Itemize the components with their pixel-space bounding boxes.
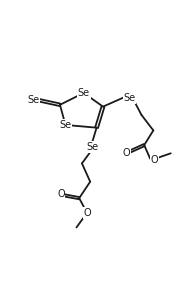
Text: Se: Se <box>59 120 72 130</box>
Text: Se: Se <box>78 88 90 98</box>
Text: Se: Se <box>123 93 136 103</box>
Text: O: O <box>123 148 131 158</box>
Text: O: O <box>57 189 65 199</box>
Text: Se: Se <box>87 142 99 152</box>
Text: O: O <box>84 208 91 218</box>
Text: O: O <box>150 155 158 165</box>
Text: Se: Se <box>27 95 40 105</box>
